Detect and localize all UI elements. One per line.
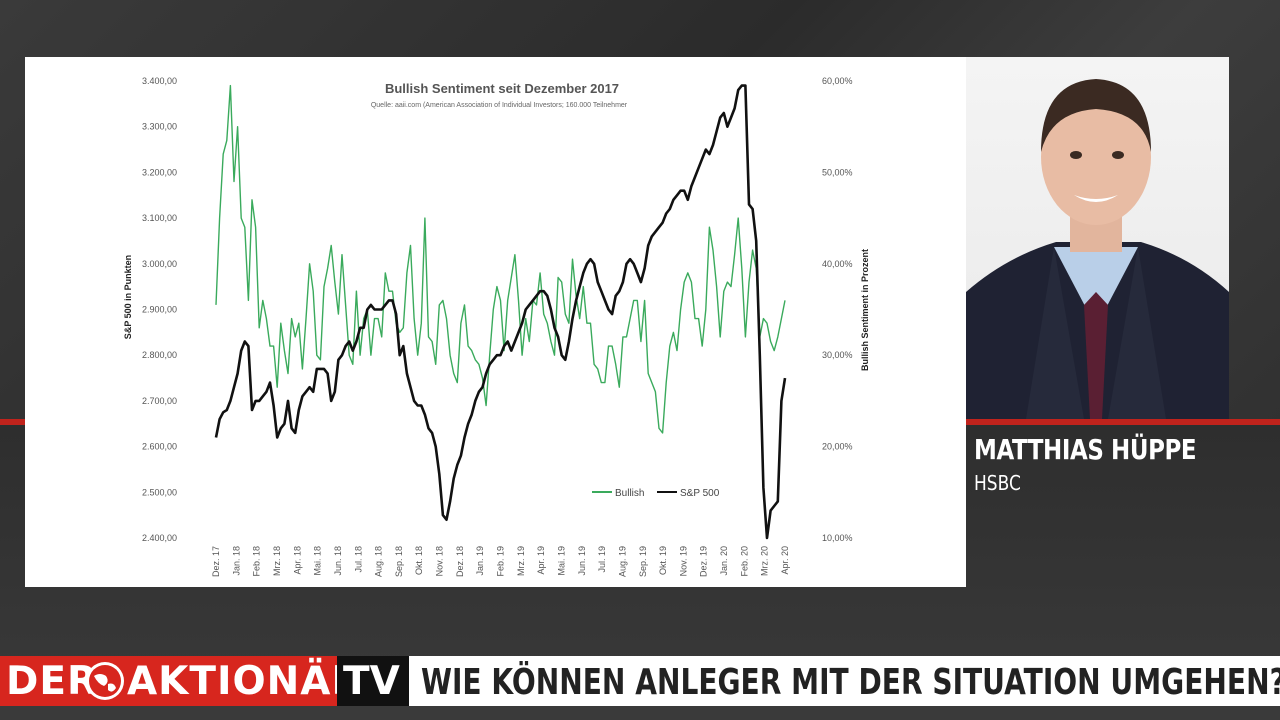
left-tick-label: 2.400,00 xyxy=(142,533,177,543)
left-tick-label: 2.700,00 xyxy=(142,396,177,406)
left-tick-label: 2.600,00 xyxy=(142,442,177,452)
x-tick-label: Aug. 18 xyxy=(374,546,384,577)
bullish-series-line xyxy=(215,84,786,434)
tv-label: TV xyxy=(343,659,400,704)
x-tick-label: Feb. 18 xyxy=(252,546,262,577)
speaker-name: MATTHIAS HÜPPE xyxy=(974,433,1197,466)
headline-text: WIE KÖNNEN ANLEGER MIT DER SITUATION UMG… xyxy=(421,662,1280,703)
right-axis-ticks: 10,00% 20,00% 30,00% 40,00% 50,00% 60,00% xyxy=(822,76,853,543)
x-tick-label: Mrz. 20 xyxy=(760,546,770,576)
left-tick-label: 2.500,00 xyxy=(142,487,177,497)
left-tick-label: 3.000,00 xyxy=(142,259,177,269)
x-tick-label: Feb. 19 xyxy=(496,546,506,577)
sp500-series-line xyxy=(214,84,787,540)
x-tick-label: Nov. 18 xyxy=(435,546,445,576)
chart-title: Bullish Sentiment seit Dezember 2017 xyxy=(385,81,619,96)
chart-panel: Bullish Sentiment seit Dezember 2017 Que… xyxy=(25,57,966,587)
x-tick-label: Jul. 19 xyxy=(597,546,607,573)
x-tick-label: Mai. 18 xyxy=(313,546,323,576)
x-tick-label: Dez. 18 xyxy=(455,546,465,577)
x-tick-label: Feb. 20 xyxy=(739,546,749,577)
x-tick-label: Aug. 19 xyxy=(617,546,627,577)
right-tick-label: 60,00% xyxy=(822,76,853,86)
x-tick-label: Jun. 18 xyxy=(333,546,343,576)
x-tick-label: Dez. 17 xyxy=(211,546,221,577)
left-axis-label: S&P 500 in Punkten xyxy=(123,255,133,339)
left-axis-ticks: 2.400,00 2.500,00 2.600,00 2.700,00 2.800,00… xyxy=(142,76,177,543)
sentiment-chart: Bullish Sentiment seit Dezember 2017 Que… xyxy=(123,76,870,577)
x-tick-label: Apr. 19 xyxy=(536,546,546,575)
left-tick-label: 3.400,00 xyxy=(142,76,177,86)
chart-subtitle: Quelle: aaii.com (American Association o… xyxy=(371,102,628,109)
headline-banner: WIE KÖNNEN ANLEGER MIT DER SITUATION UMG… xyxy=(409,656,1280,706)
x-axis-ticks: Dez. 17 Jan. 18 Feb. 18 Mrz. 18 Apr. 18 Mai. … xyxy=(211,546,790,577)
x-tick-label: Jun. 19 xyxy=(577,546,587,576)
right-tick-label: 10,00% xyxy=(822,533,853,543)
logo-text-aktionaer: AKTIONÄR xyxy=(127,659,363,704)
speaker-company: HSBC xyxy=(974,471,1021,495)
legend-label-bullish: Bullish xyxy=(615,488,644,499)
speaker-portrait-image xyxy=(966,79,1229,419)
right-tick-label: 40,00% xyxy=(822,259,853,269)
speaker-photo xyxy=(966,57,1229,419)
right-axis-label: Bullish Sentiment in Prozent xyxy=(860,249,870,371)
x-tick-label: Sep. 18 xyxy=(394,546,404,577)
x-tick-label: Jul. 18 xyxy=(353,546,363,573)
x-tick-label: Mai. 19 xyxy=(556,546,566,576)
brand-logo: DER AKTIONÄR xyxy=(0,656,362,706)
left-tick-label: 2.900,00 xyxy=(142,305,177,315)
x-tick-label: Okt. 19 xyxy=(658,546,668,575)
x-tick-label: Nov. 19 xyxy=(678,546,688,576)
chart-legend: Bullish S&P 500 xyxy=(592,488,720,499)
left-tick-label: 3.300,00 xyxy=(142,122,177,132)
logo-text-der: DER xyxy=(6,659,99,704)
x-tick-label: Okt. 18 xyxy=(414,546,424,575)
x-tick-label: Jan. 19 xyxy=(475,546,485,576)
right-tick-label: 20,00% xyxy=(822,442,853,452)
right-tick-label: 50,00% xyxy=(822,167,853,177)
series-lines xyxy=(214,84,787,540)
x-tick-label: Mrz. 18 xyxy=(272,546,282,576)
x-tick-label: Apr. 18 xyxy=(292,546,302,575)
x-tick-label: Apr. 20 xyxy=(780,546,790,575)
right-tick-label: 30,00% xyxy=(822,350,853,360)
x-tick-label: Mrz. 19 xyxy=(516,546,526,576)
x-tick-label: Jan. 20 xyxy=(719,546,729,576)
x-tick-label: Dez. 19 xyxy=(699,546,709,577)
x-tick-label: Jan. 18 xyxy=(231,546,241,576)
speaker-nameplate: MATTHIAS HÜPPE HSBC xyxy=(966,425,1229,505)
left-tick-label: 3.200,00 xyxy=(142,167,177,177)
x-tick-label: Sep. 19 xyxy=(638,546,648,577)
left-tick-label: 2.800,00 xyxy=(142,350,177,360)
legend-label-sp500: S&P 500 xyxy=(680,488,720,499)
lower-third-bar: DER AKTIONÄR TV WIE KÖNNEN ANLEGER MIT D… xyxy=(0,656,1280,706)
globe-icon xyxy=(86,662,124,700)
tv-badge: TV xyxy=(337,656,409,706)
left-tick-label: 3.100,00 xyxy=(142,213,177,223)
